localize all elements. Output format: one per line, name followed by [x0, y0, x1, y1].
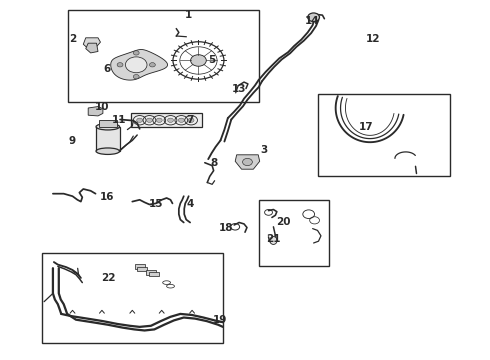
- Text: 8: 8: [210, 158, 217, 168]
- Text: 16: 16: [99, 192, 114, 202]
- Bar: [99, 120, 117, 127]
- Circle shape: [168, 118, 173, 122]
- Circle shape: [178, 118, 184, 122]
- Bar: [42, 253, 223, 343]
- Circle shape: [133, 75, 139, 79]
- Text: 13: 13: [232, 84, 246, 94]
- Circle shape: [243, 158, 252, 166]
- Text: 14: 14: [305, 16, 320, 26]
- Bar: [68, 10, 259, 102]
- Ellipse shape: [270, 237, 277, 244]
- Ellipse shape: [96, 123, 120, 130]
- Text: 5: 5: [208, 55, 215, 66]
- Circle shape: [188, 118, 194, 122]
- Text: 6: 6: [103, 64, 110, 74]
- Text: 3: 3: [260, 145, 267, 156]
- Circle shape: [149, 63, 155, 67]
- Polygon shape: [88, 107, 103, 116]
- Circle shape: [191, 55, 206, 66]
- Bar: [259, 200, 329, 266]
- Text: 20: 20: [276, 217, 291, 228]
- Text: 18: 18: [219, 222, 234, 233]
- Text: 21: 21: [266, 234, 281, 244]
- Circle shape: [156, 118, 162, 122]
- Polygon shape: [86, 43, 98, 53]
- Bar: [131, 113, 202, 127]
- Ellipse shape: [96, 148, 120, 154]
- Polygon shape: [83, 38, 100, 49]
- Text: 22: 22: [101, 273, 116, 283]
- Text: 2: 2: [69, 34, 76, 44]
- Text: 17: 17: [359, 122, 374, 132]
- Text: 11: 11: [111, 114, 126, 125]
- Circle shape: [117, 63, 123, 67]
- Text: 4: 4: [186, 199, 194, 209]
- Text: 19: 19: [212, 315, 227, 325]
- Bar: [149, 272, 159, 276]
- Text: 12: 12: [366, 34, 381, 44]
- Polygon shape: [111, 49, 168, 80]
- Text: 7: 7: [186, 114, 194, 125]
- Polygon shape: [235, 155, 260, 169]
- Bar: [137, 267, 147, 271]
- Circle shape: [133, 51, 139, 55]
- Circle shape: [125, 57, 147, 73]
- Circle shape: [308, 13, 319, 22]
- Text: 1: 1: [185, 10, 192, 20]
- Text: 15: 15: [148, 199, 163, 210]
- Bar: [146, 270, 156, 275]
- Text: 10: 10: [95, 102, 109, 112]
- Circle shape: [147, 118, 152, 122]
- Text: 9: 9: [69, 136, 76, 146]
- Bar: [135, 264, 145, 269]
- Bar: [96, 127, 120, 151]
- Bar: [318, 94, 450, 176]
- Circle shape: [137, 118, 143, 122]
